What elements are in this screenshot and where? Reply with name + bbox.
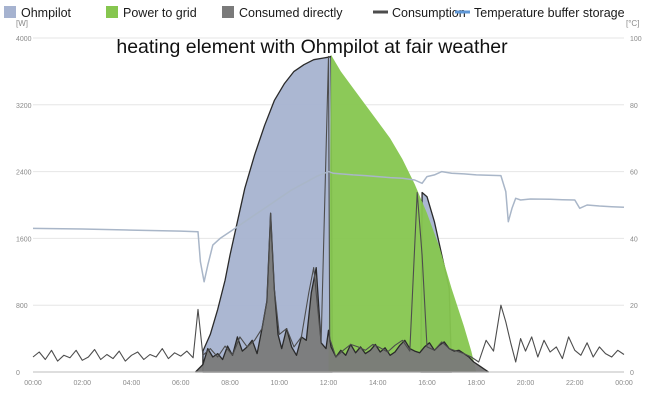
x-tick-label: 18:00 [467, 380, 485, 387]
x-tick-label: 08:00 [221, 380, 239, 387]
y-axis-left-unit: [W] [16, 19, 28, 28]
legend-swatch-ohmpilot [4, 6, 16, 18]
legend-label-consumption: Consumption [392, 6, 466, 20]
x-tick-label: 22:00 [566, 380, 584, 387]
y-tick-left-label: 2400 [16, 170, 32, 177]
y-tick-left-label: 0 [16, 370, 20, 377]
legend-label-consumed-directly: Consumed directly [239, 6, 343, 20]
consumption-line [32, 55, 625, 363]
x-tick-label: 06:00 [172, 380, 190, 387]
legend-swatch-power-to-grid [106, 6, 118, 18]
legend-swatch-consumed-directly [222, 6, 234, 18]
y-tick-right-label: 20 [630, 303, 638, 310]
legend-swatch-consumption [373, 10, 388, 14]
x-tick-label: 14:00 [369, 380, 387, 387]
x-tick-label: 00:00 [24, 380, 42, 387]
y-tick-left-label: 800 [16, 303, 28, 310]
legend-label-ohmpilot: Ohmpilot [21, 6, 72, 20]
y-tick-left-label: 4000 [16, 36, 32, 43]
power-to-grid-area [328, 54, 477, 372]
y-tick-right-label: 60 [630, 170, 638, 177]
x-tick-label: 12:00 [320, 380, 338, 387]
legend-label-power-to-grid: Power to grid [123, 6, 197, 20]
chart-title: heating element with Ohmpilot at fair we… [116, 36, 508, 58]
legend-label-temperature-buffer-storage: Temperature buffer storage [474, 6, 625, 20]
x-tick-label: 02:00 [73, 380, 91, 387]
legend: Ohmpilot Power to grid Consumed directly Co… [4, 6, 625, 20]
area-layer [194, 54, 490, 373]
temperature-buffer-storage-line [32, 170, 625, 283]
y-tick-left-label: 1600 [16, 236, 32, 243]
y-tick-right-label: 0 [630, 370, 634, 377]
y-tick-left-label: 3200 [16, 103, 32, 110]
axis-layer: 0 0 800 20 1600 40 2400 60 3200 80 4000 100 00:00 02:… [16, 36, 642, 387]
y-axis-right-unit: [°C] [626, 19, 639, 28]
x-tick-label: 00:00 [615, 380, 633, 387]
x-tick-label: 04:00 [123, 380, 141, 387]
line-layer [32, 55, 625, 363]
y-tick-right-label: 100 [630, 36, 642, 43]
y-tick-right-label: 80 [630, 103, 638, 110]
y-tick-right-label: 40 [630, 236, 638, 243]
x-tick-label: 16:00 [418, 380, 436, 387]
legend-swatch-temperature-buffer-storage [455, 10, 470, 14]
x-tick-label: 10:00 [270, 380, 288, 387]
x-tick-label: 20:00 [517, 380, 535, 387]
